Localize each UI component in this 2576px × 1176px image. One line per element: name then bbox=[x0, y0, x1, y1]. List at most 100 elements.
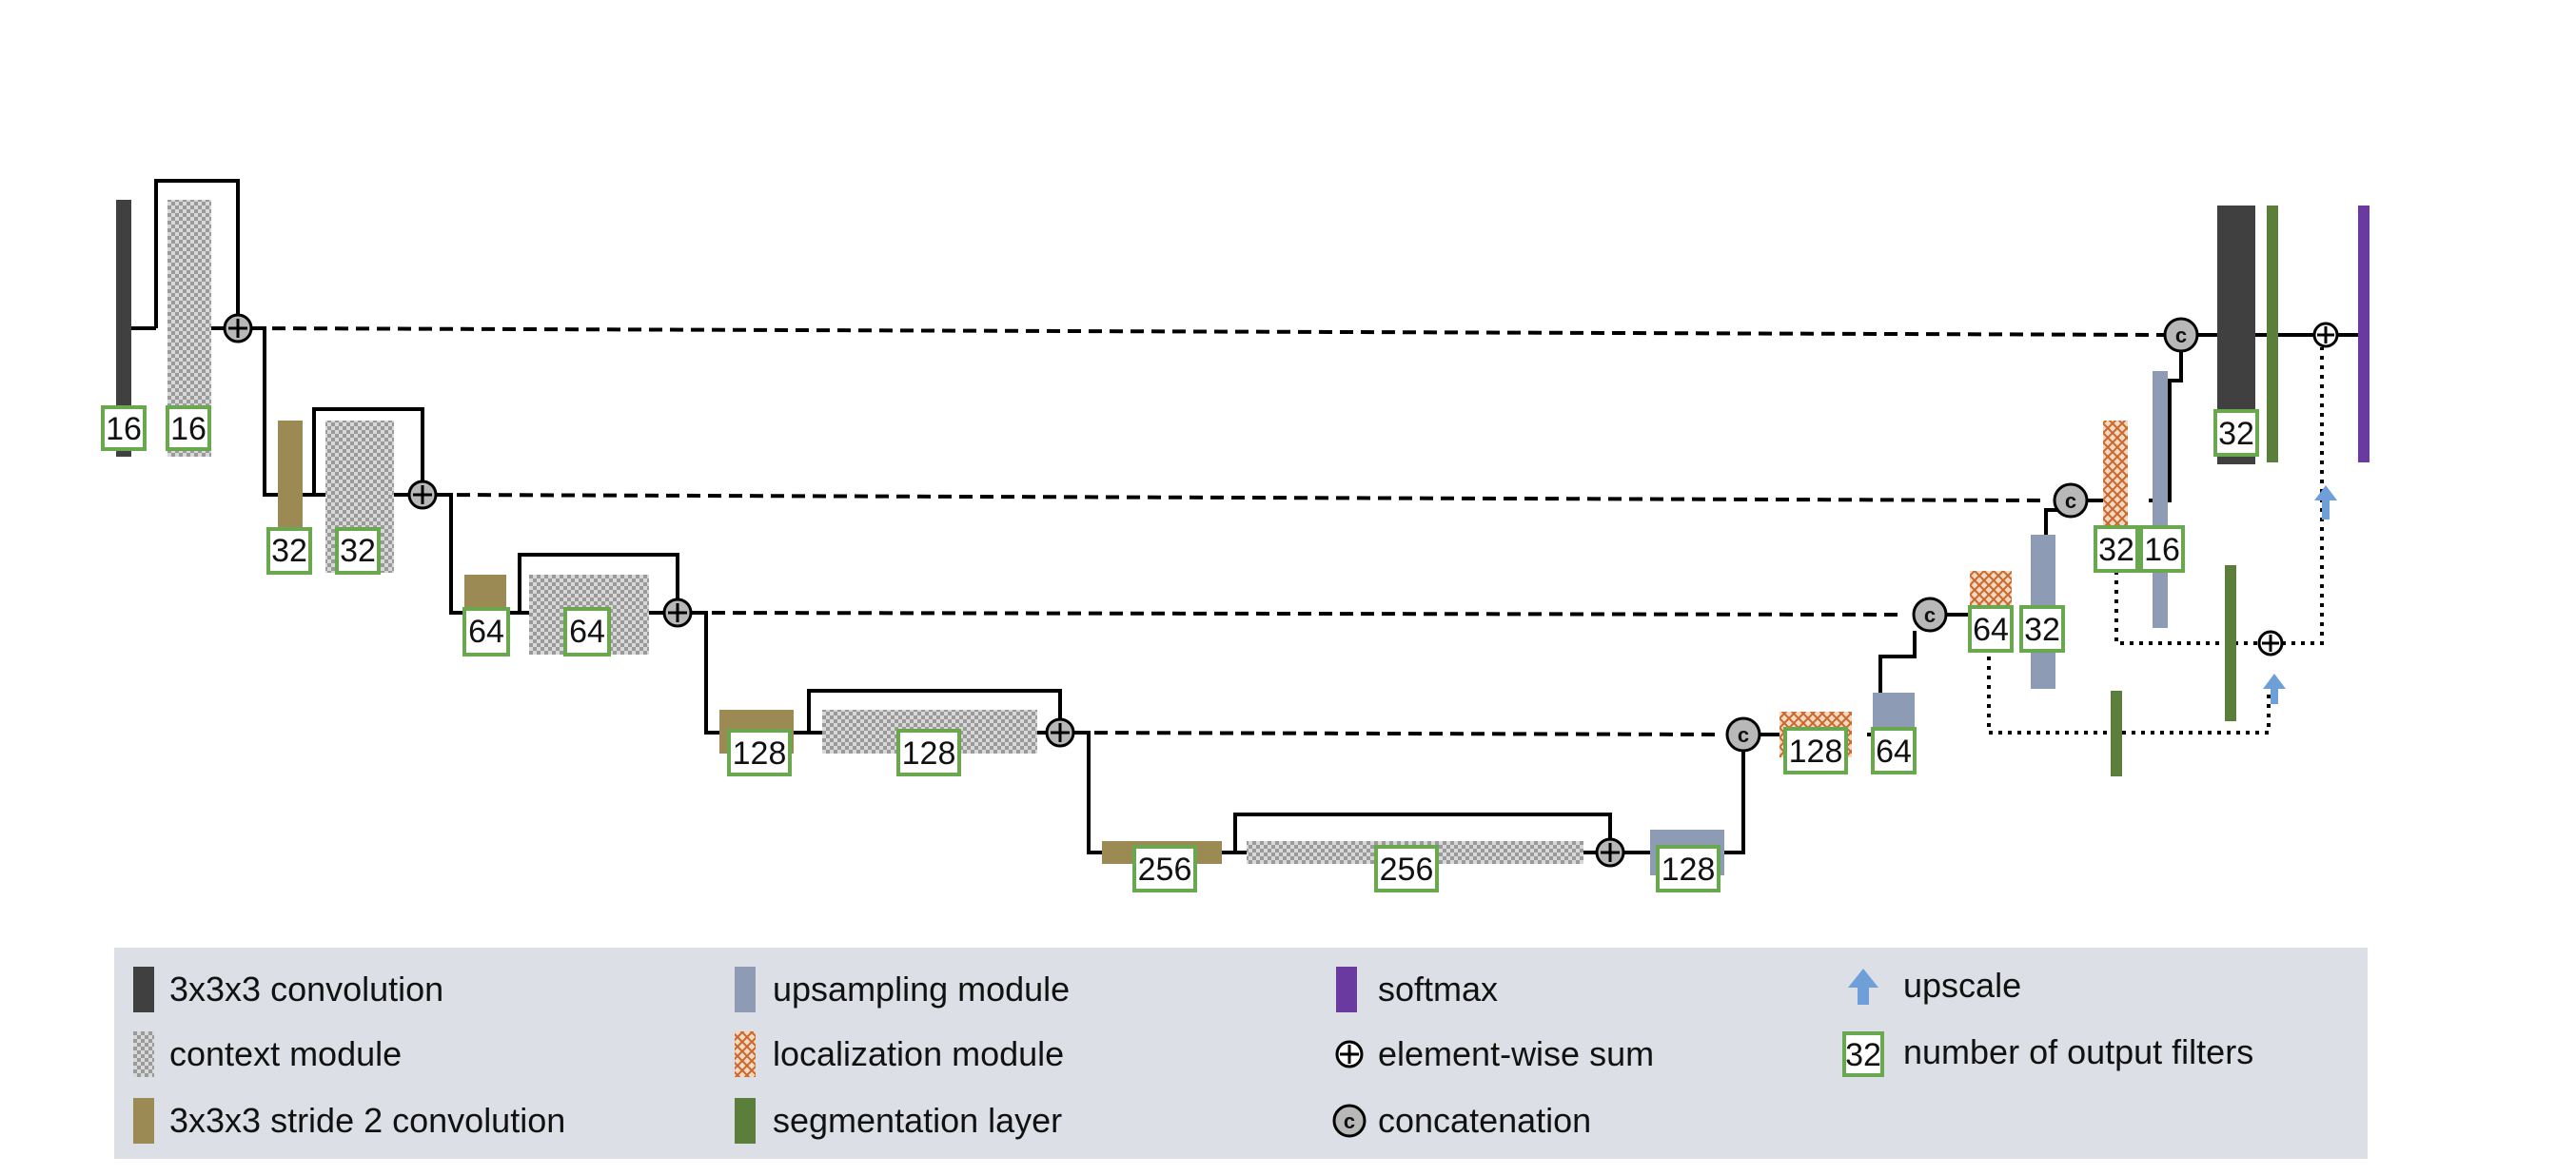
sum-icon bbox=[1335, 1040, 1364, 1068]
filter-box-up4: 128 bbox=[1656, 845, 1721, 892]
legend-label-filters: number of output filters bbox=[1903, 1032, 2253, 1071]
blocks bbox=[116, 200, 2370, 875]
filter-box-loc3: 64 bbox=[1968, 605, 2014, 653]
context-module-icon bbox=[133, 1031, 154, 1077]
svg-text:c: c bbox=[1924, 603, 1936, 627]
skip-l1 bbox=[250, 326, 2165, 337]
stride2-conv-icon bbox=[133, 1098, 154, 1144]
seg-layer-1 bbox=[2267, 206, 2278, 462]
filter-box-s2c3: 64 bbox=[462, 607, 510, 657]
concat-node-l1: c bbox=[2163, 317, 2199, 353]
svg-text:32: 32 bbox=[340, 533, 376, 569]
svg-text:64: 64 bbox=[468, 614, 504, 650]
svg-text:32: 32 bbox=[271, 533, 307, 569]
filter-box-s2c4: 128 bbox=[727, 729, 792, 776]
concat-icon: c bbox=[1332, 1104, 1367, 1138]
conn-l3-residual bbox=[518, 553, 679, 613]
upsampling-module-icon bbox=[735, 967, 756, 1012]
svg-text:32: 32 bbox=[2024, 612, 2060, 648]
svg-text:16: 16 bbox=[106, 411, 142, 447]
legend: 3x3x3 convolution context module 3x3x3 s… bbox=[114, 948, 2368, 1159]
conn-l4-down bbox=[1073, 731, 1102, 854]
legend-label-concat: concatenation bbox=[1378, 1101, 1591, 1140]
deep-supervision-paths bbox=[1987, 347, 2324, 735]
svg-text:128: 128 bbox=[1789, 734, 1843, 770]
legend-label-softmax: softmax bbox=[1378, 970, 1498, 1009]
conv1-block bbox=[116, 200, 131, 457]
conn-up4 bbox=[1724, 735, 1745, 854]
concat-node-l2: c bbox=[2053, 482, 2089, 519]
filter-box-ctx3: 64 bbox=[563, 607, 611, 657]
ds-path-b bbox=[2114, 552, 2259, 645]
skip-connections bbox=[250, 326, 2165, 736]
filter-box-loc4: 128 bbox=[1783, 727, 1848, 774]
sum-node-l3 bbox=[662, 598, 693, 628]
nodes: c c c c bbox=[223, 313, 2339, 868]
svg-text:16: 16 bbox=[2144, 532, 2180, 568]
sum-node-l4 bbox=[1045, 717, 1075, 748]
skip-l3 bbox=[690, 611, 1906, 617]
concat-node-l4: c bbox=[1725, 716, 1761, 753]
conn-l3-down bbox=[691, 611, 719, 735]
ds-path-a bbox=[1987, 647, 2271, 735]
legend-label-sum: element-wise sum bbox=[1378, 1034, 1654, 1073]
legend-label-conv: 3x3x3 convolution bbox=[169, 970, 443, 1009]
svg-text:128: 128 bbox=[733, 735, 787, 772]
legend-label-context: context module bbox=[169, 1034, 402, 1073]
filter-box-conv1: 16 bbox=[101, 405, 147, 451]
sum-node-l5 bbox=[1595, 837, 1625, 868]
seg-layer-2 bbox=[2225, 565, 2236, 721]
svg-text:128: 128 bbox=[902, 735, 956, 772]
svg-text:64: 64 bbox=[1876, 734, 1912, 770]
filter-count-icon: 32 bbox=[1842, 1031, 1884, 1077]
legend-background bbox=[114, 948, 2368, 1159]
filter-box-ctx2: 32 bbox=[335, 527, 381, 575]
connection-lines bbox=[131, 179, 2358, 854]
filter-box-up2: 32 bbox=[2019, 605, 2065, 653]
ds-path-c bbox=[2282, 347, 2324, 645]
localization-module-icon bbox=[735, 1031, 756, 1077]
conn-l2-down bbox=[436, 493, 464, 615]
legend-label-upscale: upscale bbox=[1903, 966, 2021, 1005]
filter-box-final-conv: 32 bbox=[2213, 409, 2259, 457]
seg-layer-3 bbox=[2111, 691, 2122, 776]
conn-l5-residual bbox=[1233, 813, 1612, 853]
conv3-icon bbox=[133, 967, 154, 1012]
conn-l4-residual bbox=[807, 689, 1062, 733]
filter-box-ctx1: 16 bbox=[166, 405, 211, 451]
concat-node-l3: c bbox=[1912, 597, 1948, 633]
svg-text:256: 256 bbox=[1138, 852, 1192, 888]
svg-text:c: c bbox=[1738, 723, 1749, 747]
conn-l1-skip-residual bbox=[154, 179, 240, 328]
up1-block bbox=[2153, 371, 2168, 628]
filter-box-loc2: 32 bbox=[2094, 525, 2139, 573]
sum-node-ds-a bbox=[2257, 630, 2284, 657]
softmax-block bbox=[2358, 206, 2370, 462]
sum-node-l1 bbox=[223, 313, 253, 343]
conn-l2-residual bbox=[312, 407, 424, 495]
upscale-icon bbox=[1848, 969, 1878, 1005]
svg-text:16: 16 bbox=[170, 411, 206, 447]
filter-box-up3: 64 bbox=[1871, 727, 1917, 774]
svg-text:c: c bbox=[1344, 1109, 1355, 1133]
softmax-icon bbox=[1336, 967, 1357, 1012]
sum-node-l2 bbox=[407, 480, 438, 510]
legend-label-localization: localization module bbox=[773, 1034, 1064, 1073]
upscale-arrow-a bbox=[2263, 674, 2286, 704]
upscale-arrow-b bbox=[2314, 485, 2337, 519]
legend-label-upsampling: upsampling module bbox=[773, 970, 1070, 1009]
sum-node-final bbox=[2312, 322, 2339, 348]
svg-text:32: 32 bbox=[2218, 416, 2254, 452]
filter-box-s2c2: 32 bbox=[266, 527, 312, 575]
svg-text:64: 64 bbox=[1973, 612, 2009, 648]
svg-text:64: 64 bbox=[569, 614, 605, 650]
legend-label-segmentation: segmentation layer bbox=[773, 1101, 1062, 1140]
filter-box-up1: 16 bbox=[2139, 525, 2185, 573]
svg-text:32: 32 bbox=[2098, 532, 2134, 568]
svg-text:256: 256 bbox=[1380, 852, 1434, 888]
skip-l2 bbox=[435, 493, 2049, 502]
svg-text:128: 128 bbox=[1662, 852, 1716, 888]
filter-box-ctx5: 256 bbox=[1374, 845, 1439, 892]
legend-label-stride2: 3x3x3 stride 2 convolution bbox=[169, 1101, 565, 1140]
